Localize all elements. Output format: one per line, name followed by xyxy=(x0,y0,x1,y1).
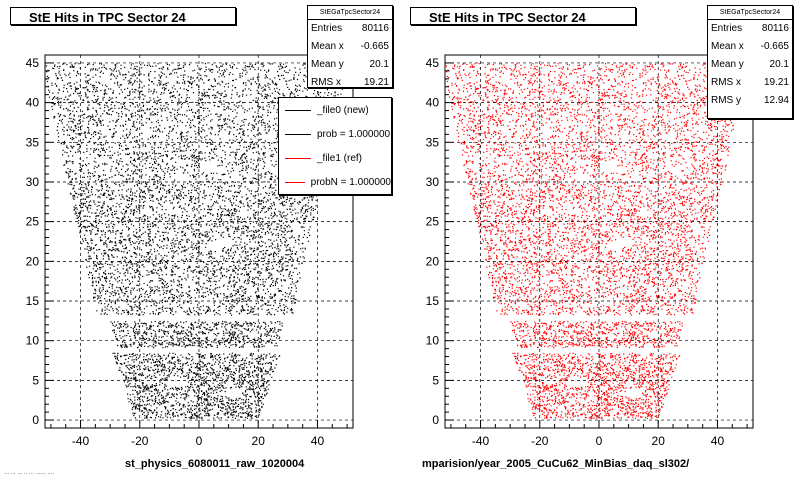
y-tick-label: 5 xyxy=(32,373,39,387)
scatter-point xyxy=(45,63,348,419)
y-tick-label: 10 xyxy=(26,334,40,348)
y-tick-label: 0 xyxy=(32,413,39,427)
y-tick-label: 5 xyxy=(432,373,439,387)
y-tick-label: 45 xyxy=(26,56,40,70)
y-tick-label: 20 xyxy=(426,254,440,268)
stats-row: Entries 80116 xyxy=(711,23,789,34)
footer-text: ... ... ... .. ... ...... .... xyxy=(4,470,55,476)
y-tick-label: 40 xyxy=(26,96,40,110)
y-tick-label: 25 xyxy=(426,215,440,229)
x-tick-label: -20 xyxy=(131,434,149,448)
legend-entry: prob = 1.000000 xyxy=(279,122,391,146)
right-stats-header: StEGaTpcSector24 xyxy=(708,6,792,20)
stats-row: Mean x -0.665 xyxy=(311,41,389,52)
x-tick-label: 0 xyxy=(196,434,203,448)
legend-line-icon xyxy=(285,133,311,135)
stats-row: RMS x 19.21 xyxy=(311,77,389,88)
y-tick-label: 30 xyxy=(426,175,440,189)
legend-entry: _file0 (new) xyxy=(279,98,391,122)
left-stats-box: StEGaTpcSector24 Entries 80116 Mean x -0.6… xyxy=(307,5,393,88)
y-tick-label: 35 xyxy=(26,135,40,149)
stats-row: Mean y 20.1 xyxy=(311,59,389,70)
x-tick-label: 40 xyxy=(311,434,325,448)
left-stats-header: StEGaTpcSector24 xyxy=(308,6,392,20)
y-tick-label: 25 xyxy=(26,215,40,229)
legend-entry: _file1 (ref) xyxy=(279,146,391,170)
scatter-point xyxy=(445,63,748,419)
right-stats-box: StEGaTpcSector24 Entries 80116 Mean x -0.6… xyxy=(707,5,793,119)
y-tick-label: 45 xyxy=(426,56,440,70)
legend-line-icon xyxy=(285,157,311,159)
y-tick-label: 40 xyxy=(426,96,440,110)
right-file-label: mparision/year_2005_CuCu62_MinBias_daq_s… xyxy=(422,458,690,470)
left-plot-title: StE Hits in TPC Sector 24 xyxy=(10,7,236,25)
left-file-label: st_physics_6080011_raw_1020004 xyxy=(125,458,305,470)
y-tick-label: 0 xyxy=(432,413,439,427)
x-tick-label: 0 xyxy=(596,434,603,448)
scatter-points xyxy=(45,63,348,419)
scatter-points xyxy=(445,63,748,419)
stats-row: RMS x 19.21 xyxy=(711,77,789,88)
y-tick-label: 15 xyxy=(426,294,440,308)
stats-row: RMS y 12.94 xyxy=(711,95,789,106)
y-tick-label: 15 xyxy=(26,294,40,308)
legend-entry: probN = 1.000000 xyxy=(279,170,391,194)
y-tick-label: 30 xyxy=(26,175,40,189)
x-tick-label: 20 xyxy=(652,434,666,448)
left-legend: _file0 (new) prob = 1.000000 _file1 (ref… xyxy=(278,97,392,195)
x-tick-label: -40 xyxy=(72,434,90,448)
legend-line-icon xyxy=(285,181,305,183)
right-plot-title: StE Hits in TPC Sector 24 xyxy=(410,7,636,25)
x-tick-label: -20 xyxy=(531,434,549,448)
y-tick-label: 35 xyxy=(426,135,440,149)
stats-row: Entries 80116 xyxy=(311,23,389,34)
plot-panel-1: -40 -20 0 20 40 0 5 10 15 20 25 30 35 40 45 xyxy=(426,54,754,448)
stats-row: Mean x -0.665 xyxy=(711,41,789,52)
x-tick-label: -40 xyxy=(472,434,490,448)
legend-line-icon xyxy=(285,109,311,111)
x-tick-label: 40 xyxy=(711,434,725,448)
y-tick-label: 20 xyxy=(26,254,40,268)
y-tick-label: 10 xyxy=(426,334,440,348)
stats-row: Mean y 20.1 xyxy=(711,59,789,70)
x-tick-label: 20 xyxy=(252,434,266,448)
